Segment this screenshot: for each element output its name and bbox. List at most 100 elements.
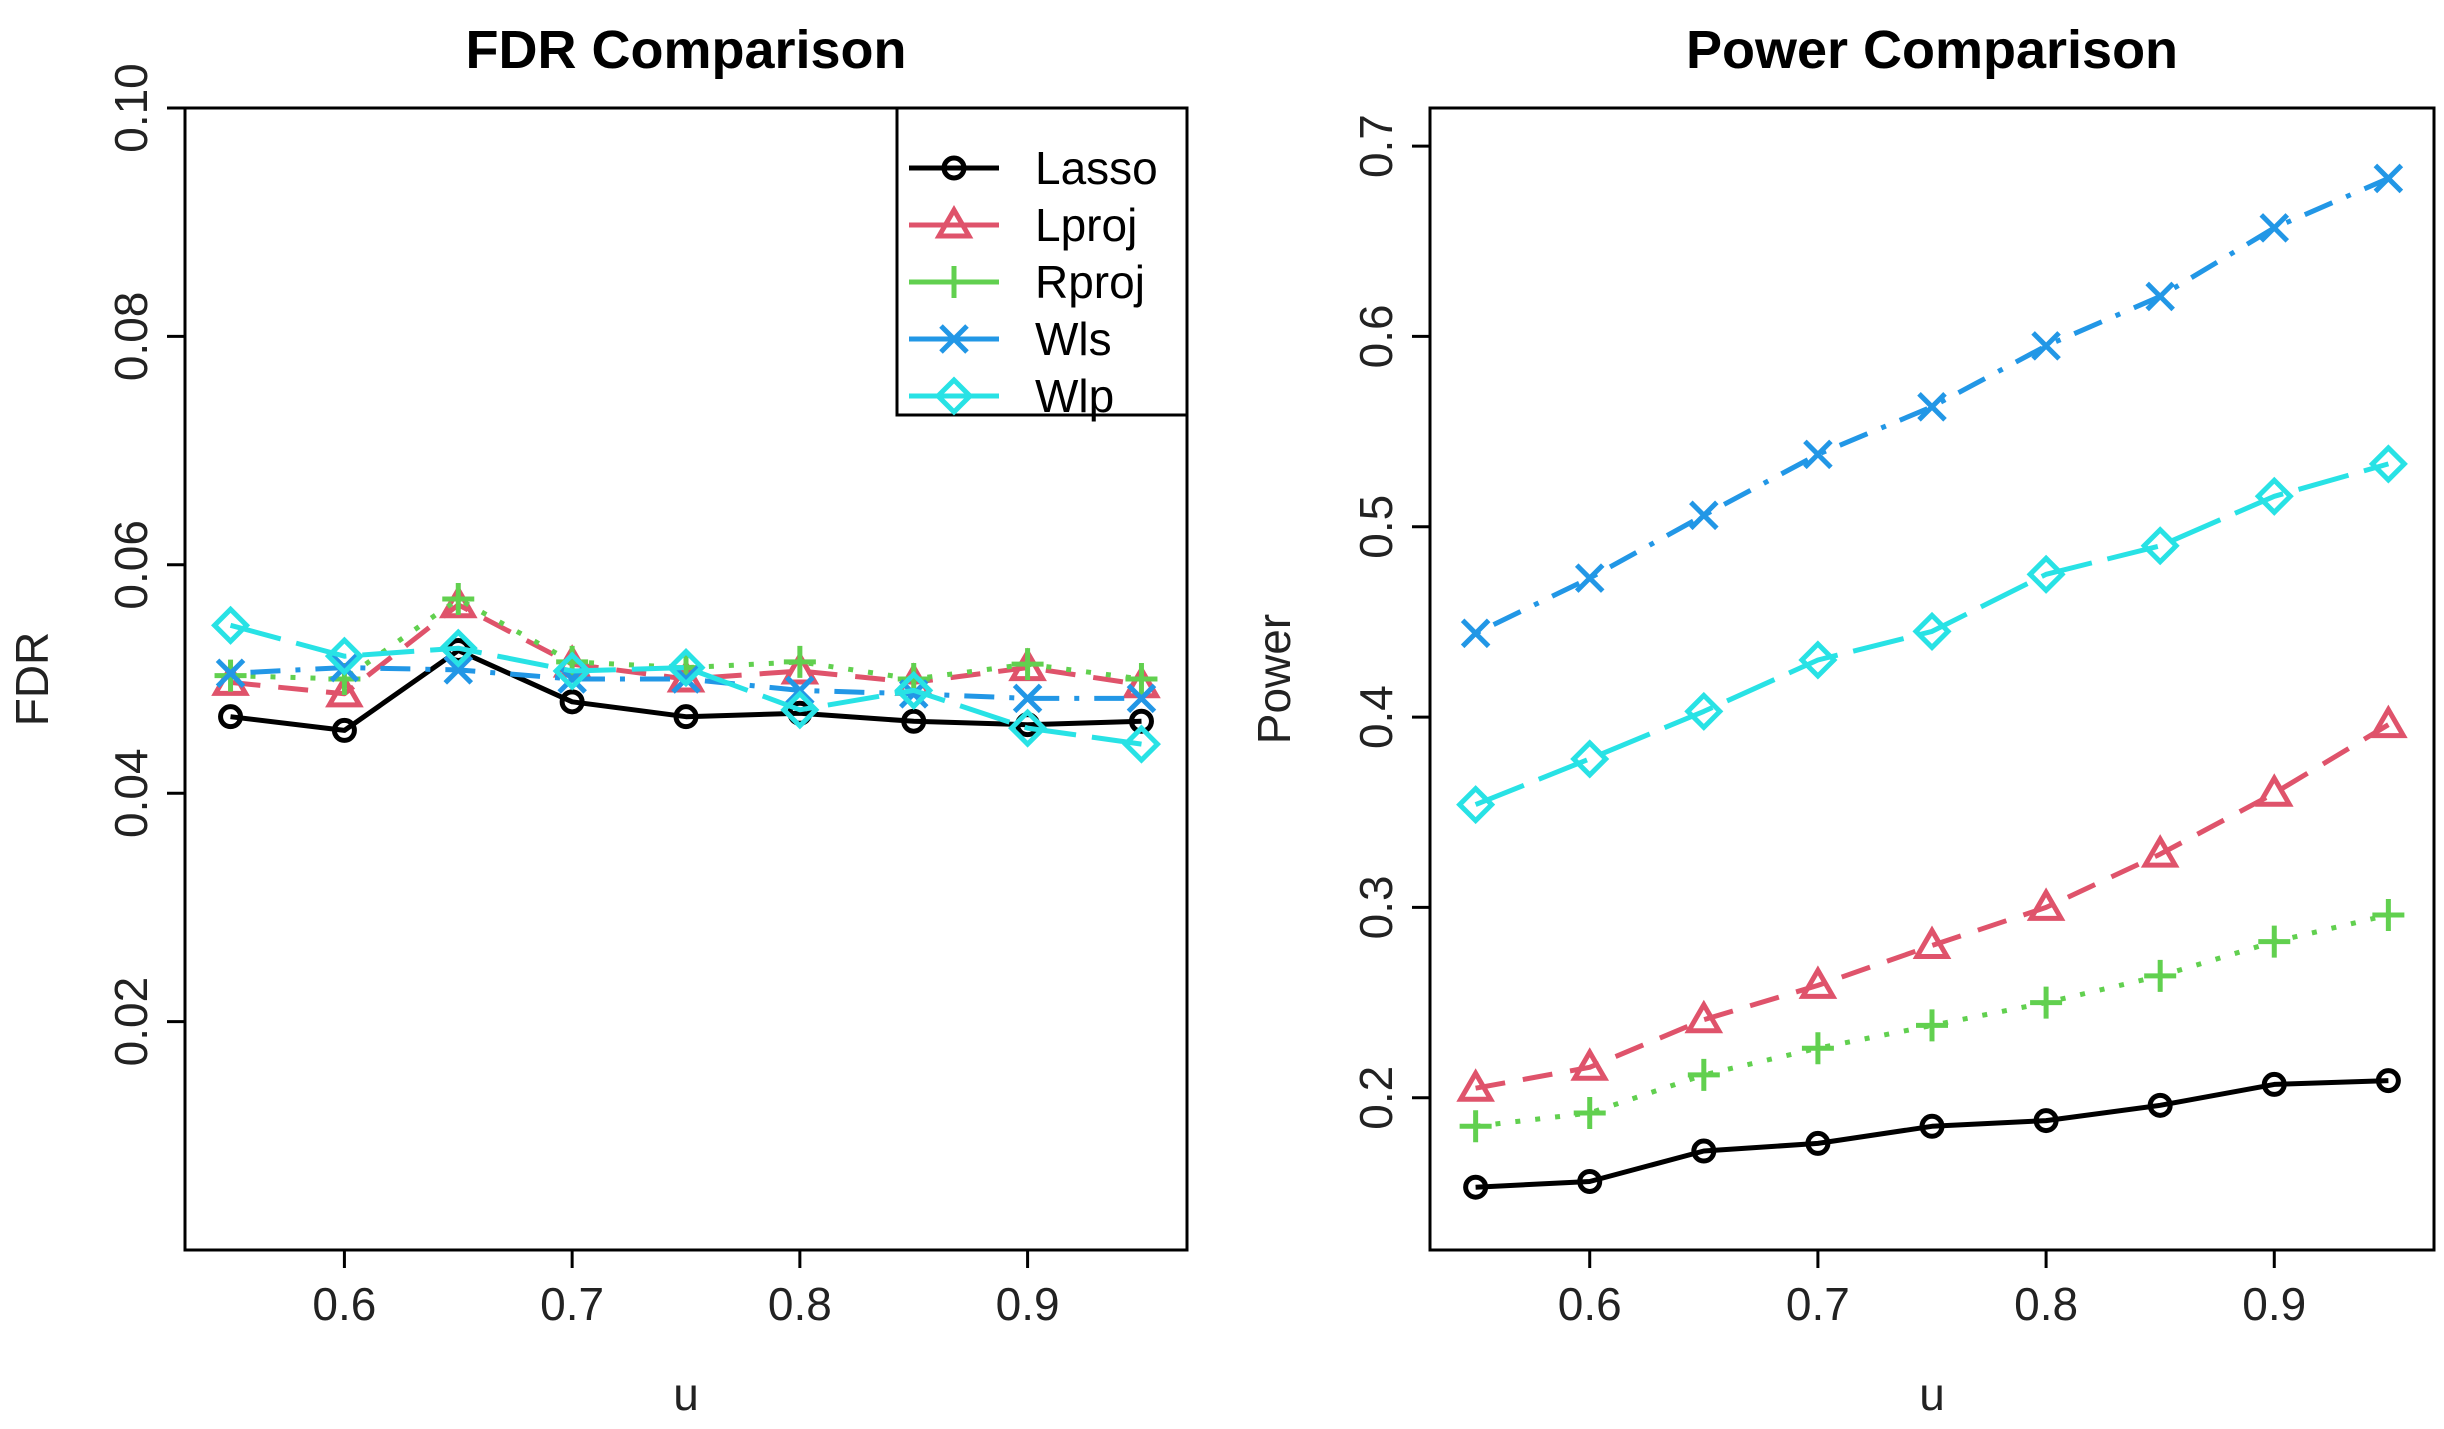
lproj-line: [1475, 722, 2390, 1091]
x-tick-label: 0.9: [996, 1278, 1060, 1330]
chart-title: FDR Comparison: [465, 20, 906, 80]
wls-point: [2259, 213, 2290, 243]
lasso-point: [1919, 1113, 1945, 1139]
wlp-point: [1570, 739, 1610, 779]
legend-label: Lproj: [1035, 199, 1137, 251]
legend-entry-wlp: Wlp: [909, 370, 1114, 422]
legend-label: Wlp: [1035, 370, 1114, 422]
legend-marker: [939, 324, 969, 354]
wls-point: [2373, 163, 2404, 194]
wls-point: [329, 652, 360, 683]
power-series-wlp: [1456, 444, 2408, 825]
fdr-comparison-chart: FDR Comparison 0.6 0.7 0.8 0.9 0.02 0.04 0.06 0.…: [6, 20, 1189, 1420]
x-tick-label: 0.6: [1558, 1278, 1622, 1330]
x-axis-label: u: [673, 1368, 699, 1420]
wlp-point: [2368, 444, 2408, 484]
y-axis-label: FDR: [6, 632, 58, 727]
wls-point: [443, 655, 474, 685]
rproj-point: [1573, 1096, 1606, 1129]
y-tick-label: 0.3: [1350, 875, 1402, 939]
lasso-point: [2033, 1108, 2059, 1134]
legend-label: Rproj: [1035, 256, 1145, 308]
wlp-point: [438, 628, 478, 668]
y-tick-label: 0.04: [105, 748, 157, 838]
fdr-series-wlp: [211, 605, 1161, 764]
lasso-point: [901, 708, 927, 734]
y-tick-label: 0.5: [1350, 495, 1402, 559]
lproj-point: [1912, 925, 1952, 959]
plot-frame: [1428, 106, 2436, 1252]
wlp-point: [2026, 554, 2066, 594]
lproj-point: [1684, 999, 1724, 1034]
fdr-series-lasso: [218, 637, 1154, 743]
rproj-point: [1687, 1058, 1720, 1091]
rproj-point: [1459, 1110, 1492, 1143]
legend-entry-lproj: Lproj: [909, 199, 1137, 251]
wls-line: [1474, 176, 2390, 636]
power-comparison-chart: Power Comparison 0.6 0.7 0.8 0.9 0.2 0.3 0.4 0.5…: [1248, 20, 2436, 1420]
rproj-point: [1801, 1032, 1834, 1065]
legend-marker: [938, 266, 970, 298]
lasso-point: [1691, 1138, 1717, 1164]
wlp-point: [2254, 476, 2294, 516]
wlp-line: [229, 622, 1142, 747]
rproj-point: [442, 583, 475, 616]
rproj-point: [2372, 899, 2405, 932]
wlp-point: [780, 690, 820, 730]
legend-label: Wls: [1035, 313, 1112, 365]
wls-point: [2145, 281, 2175, 312]
rproj-point: [2030, 986, 2063, 1019]
y-axis-label: Power: [1248, 614, 1300, 744]
rproj-point: [1011, 648, 1044, 681]
lproj-point: [2254, 773, 2294, 807]
wlp-line: [1474, 461, 2390, 807]
lproj-point: [1456, 1068, 1495, 1102]
lproj-point: [2026, 887, 2066, 921]
legend-marker: [941, 155, 967, 181]
rproj-point: [1125, 663, 1158, 695]
lasso-point: [2375, 1068, 2401, 1094]
x-tick-label: 0.7: [1786, 1278, 1850, 1330]
legend-box: [895, 106, 1189, 417]
x-tick-label: 0.6: [312, 1278, 376, 1330]
rproj-point: [1916, 1009, 1948, 1042]
chart-title: Power Comparison: [1686, 20, 2178, 80]
wls-point: [1917, 392, 1947, 422]
power-series-rproj: [1459, 899, 2405, 1143]
lproj-point: [325, 673, 364, 708]
rproj-point: [2258, 925, 2291, 958]
lasso-point: [1463, 1174, 1489, 1200]
plot-frame: [183, 106, 1189, 1252]
legend-entry-rproj: Rproj: [909, 256, 1145, 308]
lproj-point: [780, 651, 820, 685]
rproj-point: [2144, 959, 2177, 992]
y-tick-label: 0.4: [1350, 685, 1402, 749]
wlp-point: [1121, 724, 1161, 764]
wls-point: [1803, 439, 1833, 470]
legend-entry-lasso: Lasso: [909, 142, 1158, 194]
lasso-point: [218, 704, 244, 730]
rproj-line: [1475, 912, 2389, 1129]
lasso-point: [1577, 1168, 1603, 1194]
wls-point: [1012, 683, 1043, 714]
wls-point: [1460, 618, 1491, 649]
lproj-point: [2140, 834, 2180, 868]
wlp-point: [894, 670, 934, 710]
x-tick-label: 0.8: [2014, 1278, 2078, 1330]
x-tick-label: 0.8: [768, 1278, 832, 1330]
x-tick-label: 0.9: [2242, 1278, 2306, 1330]
y-tick-label: 0.06: [105, 520, 157, 610]
lasso-point: [559, 689, 585, 715]
wlp-point: [1684, 691, 1724, 731]
lproj-point: [2369, 704, 2408, 739]
lasso-point: [2147, 1092, 2173, 1118]
y-tick-label: 0.10: [105, 63, 157, 153]
wlp-point: [666, 648, 706, 688]
wls-point: [1689, 500, 1719, 531]
lasso-point: [1805, 1130, 1831, 1156]
x-axis-label: u: [1919, 1368, 1945, 1420]
x-tick-label: 0.7: [540, 1278, 604, 1330]
lasso-point: [673, 704, 699, 730]
